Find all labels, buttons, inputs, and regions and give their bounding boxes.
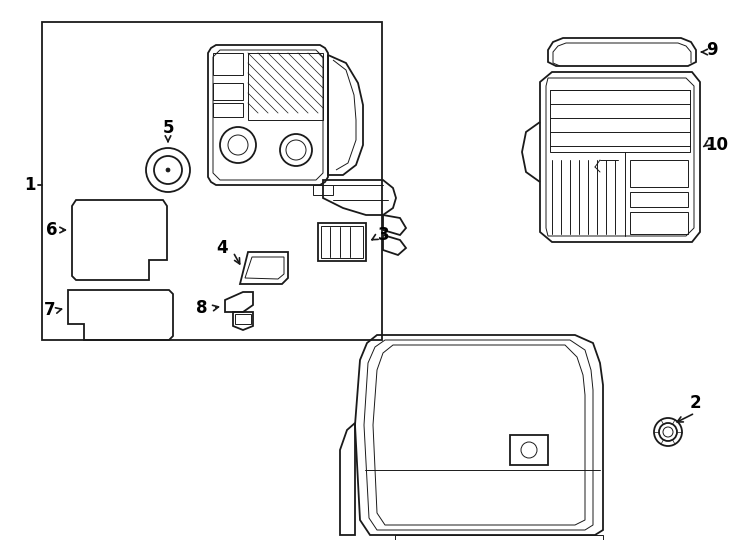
Text: 7: 7 [44,301,56,319]
Text: 5: 5 [162,119,174,137]
Text: 3: 3 [378,226,390,244]
Text: 10: 10 [705,136,729,154]
Text: 6: 6 [46,221,58,239]
Circle shape [166,168,170,172]
Text: 9: 9 [706,41,718,59]
Text: 1: 1 [24,176,36,194]
Text: 8: 8 [196,299,208,317]
Text: 2: 2 [689,394,701,412]
Circle shape [146,148,190,192]
Text: 4: 4 [217,239,228,257]
